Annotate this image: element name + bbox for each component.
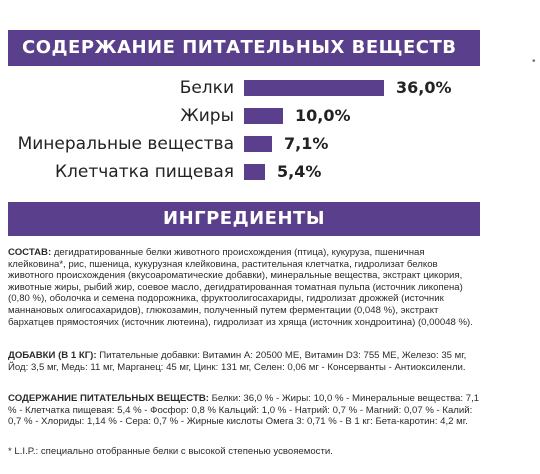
additives-label: ДОБАВКИ (В 1 КГ): (8, 350, 97, 361)
nutrient-value: 7,1% (284, 134, 329, 153)
nutrient-value: 10,0% (295, 106, 351, 125)
additives-paragraph: ДОБАВКИ (В 1 КГ): Питательные добавки: В… (8, 350, 480, 373)
nutrient-label: Жиры (180, 106, 234, 126)
nutrient-row: Клетчатка пищевая 5,4% (0, 160, 540, 184)
nutrient-label: Минеральные вещества (17, 134, 234, 154)
composition-paragraph: СОСТАВ: дегидратированные белки животног… (8, 247, 480, 328)
nutrient-bar (244, 108, 283, 124)
footnote: * L.I.P.: специально отобранные белки с … (8, 446, 333, 457)
nutrients-text: Белки: 36,0 % - Жиры: 10,0 % - Минеральн… (8, 393, 480, 428)
nutrient-row: Жиры 10,0% (0, 104, 540, 128)
nutrient-value: 5,4% (277, 162, 322, 181)
nutrient-bar (244, 136, 272, 152)
side-mark: • (532, 56, 536, 67)
composition-text: дегидратированные белки животного происх… (8, 247, 473, 328)
nutrient-row: Белки 36,0% (0, 76, 540, 100)
nutrient-value: 36,0% (396, 78, 452, 97)
nutrients-label: СОДЕРЖАНИЕ ПИТАТЕЛЬНЫХ ВЕЩЕСТВ: (8, 393, 209, 404)
nutrient-bar (244, 164, 265, 180)
nutrient-label: Клетчатка пищевая (54, 162, 234, 182)
nutrient-label: Белки (179, 78, 234, 98)
nutrient-bar (244, 80, 384, 96)
nutrient-row: Минеральные вещества 7,1% (0, 132, 540, 156)
nutrients-paragraph: СОДЕРЖАНИЕ ПИТАТЕЛЬНЫХ ВЕЩЕСТВ: Белки: 3… (8, 393, 480, 428)
additives-text: Питательные добавки: Витамин A: 20500 ME… (8, 350, 467, 373)
nutrients-title: СОДЕРЖАНИЕ ПИТАТЕЛЬНЫХ ВЕЩЕСТВ (8, 30, 480, 66)
composition-label: СОСТАВ: (8, 247, 52, 258)
ingredients-title: ИНГРЕДИЕНТЫ (8, 202, 480, 236)
